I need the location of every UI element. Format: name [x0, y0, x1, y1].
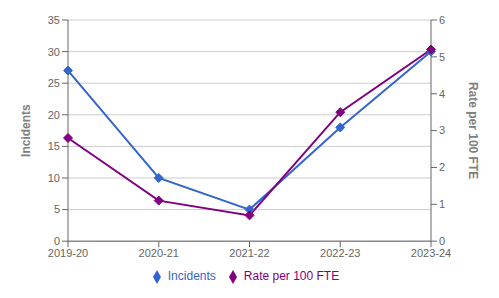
svg-text:0: 0	[439, 235, 445, 247]
svg-text:6: 6	[439, 14, 445, 26]
svg-text:2: 2	[439, 161, 445, 173]
html-text:Incidents: Incidents	[167, 269, 216, 284]
svg-text:3: 3	[439, 124, 445, 136]
svg-text:2023-24: 2023-24	[411, 247, 451, 259]
svg-text:5: 5	[439, 51, 445, 63]
svg-text:2019-20: 2019-20	[48, 247, 88, 259]
svg-text:0: 0	[54, 235, 60, 247]
svg-text:4: 4	[439, 88, 445, 100]
html-text:Rate per 100 FTE: Rate per 100 FTE	[243, 269, 340, 284]
svg-text:10: 10	[48, 172, 60, 184]
svg-text:1: 1	[439, 198, 445, 210]
svg-text:Incidents: Incidents	[19, 104, 33, 157]
svg-text:35: 35	[48, 14, 60, 26]
svg-text:15: 15	[48, 140, 60, 152]
svg-text:2022-23: 2022-23	[320, 247, 360, 259]
svg-text:5: 5	[54, 203, 60, 215]
svg-text:20: 20	[48, 109, 60, 121]
svg-text:2021-22: 2021-22	[229, 247, 269, 259]
svg-text:30: 30	[48, 46, 60, 58]
svg-text:25: 25	[48, 77, 60, 89]
svg-text:Rate per 100 FTE: Rate per 100 FTE	[466, 82, 480, 179]
svg-text:2020-21: 2020-21	[139, 247, 179, 259]
